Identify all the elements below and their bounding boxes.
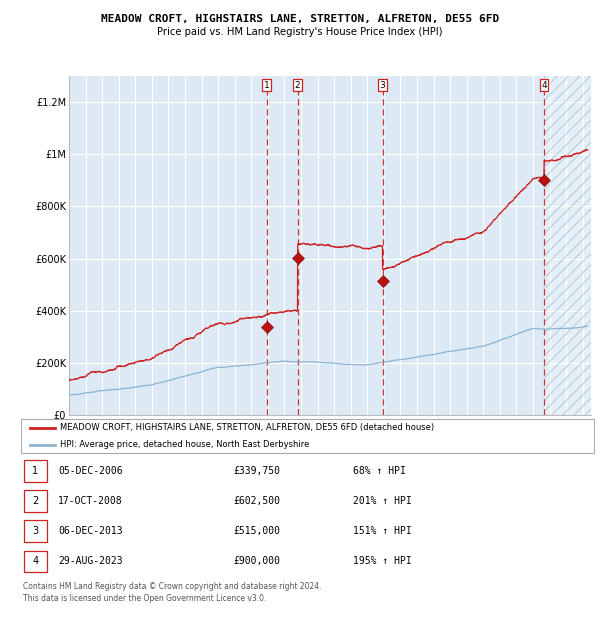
Text: 195% ↑ HPI: 195% ↑ HPI: [353, 557, 412, 567]
Text: 68% ↑ HPI: 68% ↑ HPI: [353, 466, 406, 476]
Bar: [24, 520, 47, 542]
Text: 2: 2: [32, 496, 38, 506]
Text: 201% ↑ HPI: 201% ↑ HPI: [353, 496, 412, 506]
Text: HPI: Average price, detached house, North East Derbyshire: HPI: Average price, detached house, Nort…: [60, 440, 310, 450]
Text: 1: 1: [32, 466, 38, 476]
Text: 1: 1: [263, 81, 269, 90]
Text: 29-AUG-2023: 29-AUG-2023: [58, 557, 123, 567]
Bar: [24, 551, 47, 572]
Bar: [24, 490, 47, 512]
Text: £900,000: £900,000: [233, 557, 280, 567]
Text: MEADOW CROFT, HIGHSTAIRS LANE, STRETTON, ALFRETON, DE55 6FD: MEADOW CROFT, HIGHSTAIRS LANE, STRETTON,…: [101, 14, 499, 24]
Text: 05-DEC-2006: 05-DEC-2006: [58, 466, 123, 476]
Text: 151% ↑ HPI: 151% ↑ HPI: [353, 526, 412, 536]
Text: 06-DEC-2013: 06-DEC-2013: [58, 526, 123, 536]
Bar: [544, 76, 591, 415]
Bar: [24, 460, 47, 482]
Text: Contains HM Land Registry data © Crown copyright and database right 2024.: Contains HM Land Registry data © Crown c…: [23, 582, 322, 591]
Text: 3: 3: [32, 526, 38, 536]
Text: £339,750: £339,750: [233, 466, 280, 476]
Text: 17-OCT-2008: 17-OCT-2008: [58, 496, 123, 506]
Text: £602,500: £602,500: [233, 496, 280, 506]
Text: 2: 2: [295, 81, 301, 90]
Bar: [544, 76, 591, 415]
Text: £515,000: £515,000: [233, 526, 280, 536]
Text: 4: 4: [32, 557, 38, 567]
Text: Price paid vs. HM Land Registry's House Price Index (HPI): Price paid vs. HM Land Registry's House …: [157, 27, 443, 37]
Text: MEADOW CROFT, HIGHSTAIRS LANE, STRETTON, ALFRETON, DE55 6FD (detached house): MEADOW CROFT, HIGHSTAIRS LANE, STRETTON,…: [60, 423, 434, 432]
Text: 3: 3: [380, 81, 385, 90]
Text: This data is licensed under the Open Government Licence v3.0.: This data is licensed under the Open Gov…: [23, 594, 266, 603]
Text: 4: 4: [541, 81, 547, 90]
